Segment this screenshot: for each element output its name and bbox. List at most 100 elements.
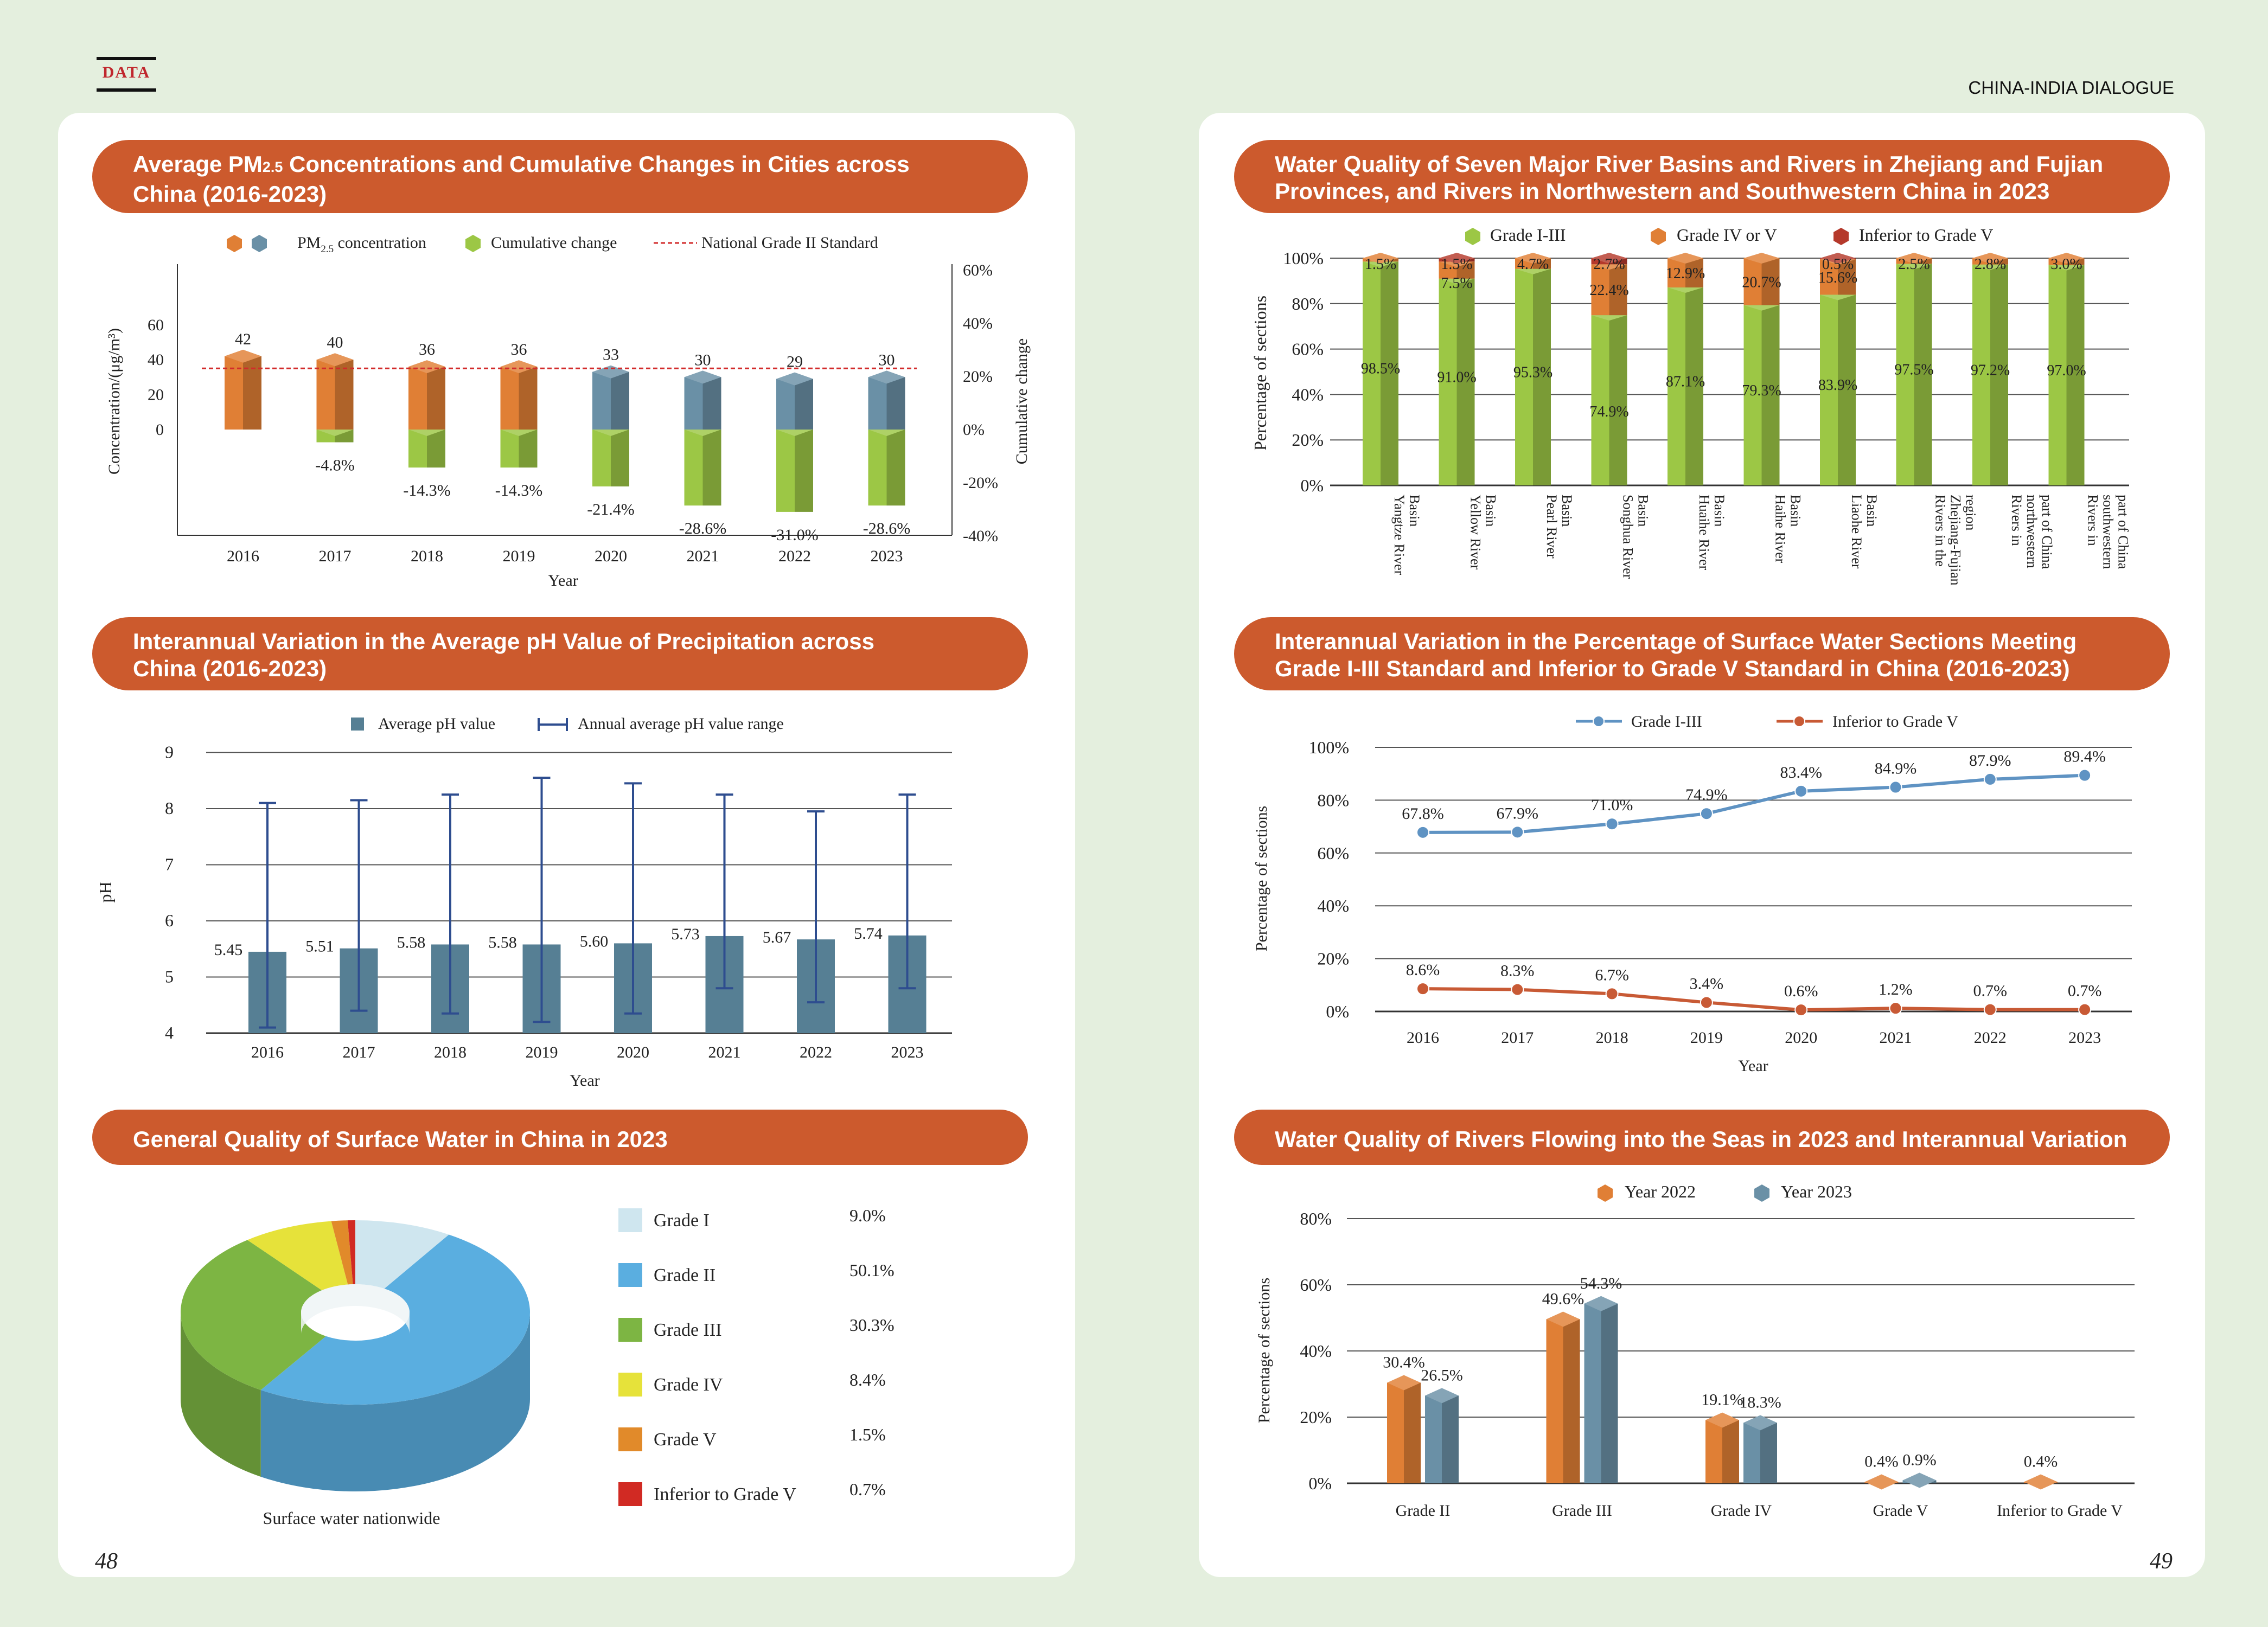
cumulative-change-label: -21.4% [587,501,634,518]
pm25-title-line2: China (2016-2023) [133,181,327,207]
ph-y-tick: 5 [165,967,174,987]
grade-i-iii-line [1422,773,2085,834]
pm25-value-label: 30 [695,351,711,369]
ph-title-line2: China (2016-2023) [133,656,327,681]
pie-legend-value: 9.0% [849,1206,886,1225]
pm25-x-tick: 2018 [411,547,443,565]
right-page-number: 49 [2150,1549,2173,1574]
ph-x-tick: 2023 [891,1043,924,1061]
line-point [1700,996,1713,1009]
pie-legend-value: 50.1% [849,1260,895,1280]
year-2023-bar [1584,1296,1618,1483]
line-value-label: 0.7% [2068,982,2102,1000]
basin-bar-segment [1820,253,1856,264]
pm25-concentration-bar [225,349,261,430]
basin-category-label: Rivers insouthwesternpart of China [2085,495,2131,569]
basin-bar-segment [1515,263,1551,485]
line-value-label: 83.4% [1780,764,1822,782]
pie-legend-label: Grade III [654,1320,722,1340]
sections-x-tick: 2022 [1974,1029,2007,1047]
data-logo: DATA [97,57,156,98]
basin-bar-segment [1515,253,1551,269]
pie-legend-swatch [618,1318,642,1342]
pie-legend-value: 8.4% [849,1370,886,1389]
seas-y-tick: 40% [1300,1341,1332,1361]
pm25-y2-tick: -40% [963,527,998,545]
donut-slice [347,1220,355,1285]
basin-bar-segment [1896,258,1932,485]
line-value-label: 89.4% [2063,748,2106,766]
seas-chart: Year 2022 Year 2023 80% 60% 40% 20% 0% Perce… [1255,1182,2135,1520]
basin-category-label: Rivers in theZhejiang-Fujianregion [1933,495,1979,586]
ph-range-errorbar [533,777,551,1023]
ph-range-errorbar [624,782,642,1015]
inferior-v-line [1422,987,2085,1012]
pie-legend-label: Inferior to Grade V [654,1484,796,1504]
seas-y-tick: 80% [1300,1209,1332,1228]
pm25-x-axis-label: Year [548,572,578,590]
legend-range-label: Annual average pH value range [578,715,784,733]
donut-side-wall [260,1312,530,1491]
basin-grade-i-iii-label: 97.5% [1894,362,1933,379]
cumulative-change-bar [868,423,905,506]
ph-range-errorbar [442,793,459,1015]
donut-side-wall [181,1312,261,1477]
line-value-label: 1.2% [1879,981,1913,998]
pm25-value-label: 30 [879,351,895,369]
year-2022-bar [1546,1311,1580,1483]
line-point [1794,1003,1808,1017]
donut-slice [355,1220,449,1289]
line-value-label: 67.8% [1402,805,1444,823]
cumulative-change-label: -28.6% [863,520,910,537]
ph-x-tick: 2021 [708,1043,741,1061]
pm25-value-label: 36 [419,341,435,358]
basin-grade-i-iii-label: 91.0% [1437,369,1476,386]
pm25-x-tick: 2020 [595,547,627,565]
seas-y-tick: 60% [1300,1275,1332,1295]
sections-chart-title: Interannual Variation in the Percentage … [1234,617,2170,690]
donut-hole [301,1284,410,1334]
pm25-x-tick: 2021 [687,547,719,565]
basin-grade-iv-v-label: 20.7% [1742,274,1781,291]
legend-grade-i-iii-icon [1465,228,1480,245]
pm25-y-tick: 0 [156,421,164,439]
pm25-x-tick: 2023 [871,547,903,565]
cumulative-change-bar [776,423,813,512]
basins-y-tick: 40% [1292,385,1324,404]
line-point [2078,768,2092,782]
basin-grade-i-iii-label: 74.9% [1589,403,1628,420]
basins-title-line2: Provinces, and Rivers in Northwestern an… [1275,178,2050,204]
basins-title-line1: Water Quality of Seven Major River Basin… [1275,151,2104,177]
basin-bar-segment [1668,282,1703,485]
line-value-label: 84.9% [1875,760,1917,778]
basin-bar-segment [1591,253,1627,265]
pm25-value-label: 36 [511,341,527,358]
basins-chart: Grade I-III Grade IV or V Inferior to Gr… [1250,225,2131,586]
publication-name: CHINA-INDIA DIALOGUE [1968,78,2174,98]
line-point [1983,1003,1997,1016]
ph-x-tick: 2016 [251,1043,284,1061]
sections-title-line2: Grade I-III Standard and Inferior to Gra… [1275,656,2070,681]
ph-y-axis-label: pH [95,881,115,902]
pm25-concentration-bar [316,353,354,430]
seas-value-label: 19.1% [1701,1391,1743,1408]
cumulative-change-label: -28.6% [679,520,726,537]
cumulative-change-label: -14.3% [495,482,542,499]
pie-legend-swatch [618,1263,642,1287]
legend-avg-ph-label: Average pH value [378,715,495,733]
line-point [1794,784,1808,798]
sections-x-tick: 2018 [1596,1029,1628,1047]
basin-grade-iv-v-label: 4.7% [1517,256,1549,273]
pm25-y2-tick: -20% [963,474,998,492]
legend-steel-hexagon-icon [252,235,267,252]
ph-range-errorbar [715,793,733,990]
basin-bar-segment [2048,259,2085,485]
ph-y-tick: 9 [165,742,174,762]
pm25-concentration-bar [684,370,721,430]
basin-grade-i-iii-label: 97.2% [1971,362,2010,379]
ph-y-tick: 8 [165,798,174,818]
seas-y-tick: 0% [1308,1474,1332,1493]
cumulative-change-label: -14.3% [403,482,450,499]
legend-avg-ph-icon [351,718,364,731]
legend-pm25-label: PM2.5 concentration [297,234,426,255]
